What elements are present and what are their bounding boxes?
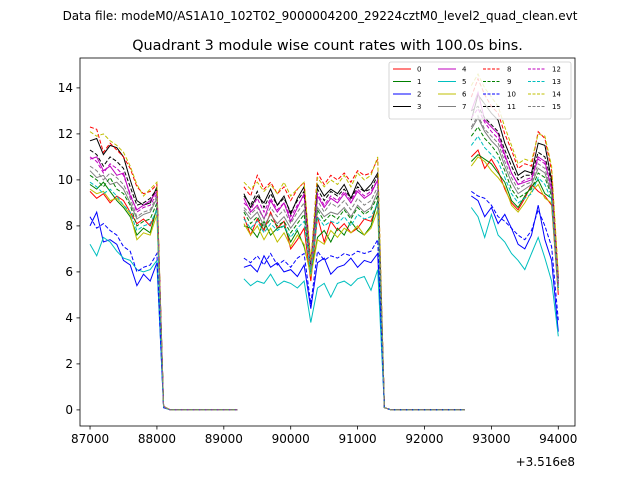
y-tick-label: 10 <box>58 173 73 187</box>
legend-label: 13 <box>552 78 561 86</box>
x-axis: 87000 88000 89000 90000 91000 92000 93000 94000 <box>71 426 577 446</box>
series-15 <box>89 114 559 411</box>
x-tick-label: 88000 <box>138 432 176 446</box>
legend-label: 1 <box>417 78 421 86</box>
series-5-line <box>243 269 465 411</box>
legend-label: 10 <box>507 91 516 99</box>
legend-label: 9 <box>507 78 511 86</box>
axes-frame <box>79 57 576 427</box>
y-axis: 0 2 4 6 8 10 12 14 <box>58 81 80 417</box>
y-tick-label: 2 <box>65 357 73 371</box>
legend-label: 5 <box>462 78 466 86</box>
series-12-line <box>470 107 559 284</box>
chart-title: Quadrant 3 module wise count rates with … <box>132 38 523 54</box>
series-14-line <box>243 156 465 411</box>
series-15-line <box>243 186 465 411</box>
x-tick-label: 89000 <box>205 432 243 446</box>
series-2-line <box>89 210 238 411</box>
series-0-line <box>470 149 559 295</box>
series-3-line <box>89 137 238 411</box>
legend-label: 3 <box>417 103 421 111</box>
x-tick-label: 91000 <box>339 432 377 446</box>
series-9-line <box>89 174 238 411</box>
legend-label: 6 <box>462 91 467 99</box>
legend-label: 7 <box>462 103 466 111</box>
series-7-line <box>470 116 559 286</box>
series-1-line <box>89 181 238 411</box>
legend-label: 11 <box>507 103 516 111</box>
series-7-line <box>89 170 238 411</box>
y-tick-label: 6 <box>65 265 73 279</box>
series-1-line <box>243 200 465 411</box>
series-2-line <box>243 252 465 411</box>
suptitle: Data file: modeM0/AS1A10_102T02_90000042… <box>63 9 578 23</box>
x-tick-label: 94000 <box>539 432 577 446</box>
series-4 <box>89 90 559 411</box>
legend-label: 15 <box>552 103 561 111</box>
series-4-line <box>243 179 465 411</box>
series-6-line <box>89 188 238 411</box>
legend-label: 8 <box>507 66 511 74</box>
y-tick-label: 12 <box>58 127 73 141</box>
series-9-line <box>470 126 559 289</box>
series-5-line <box>470 207 559 337</box>
series-7-line <box>243 191 465 411</box>
series-10-line <box>89 216 238 411</box>
series-0-line <box>89 191 238 411</box>
series-13-line <box>243 202 465 411</box>
legend-label: 14 <box>552 91 561 99</box>
series-3 <box>89 93 559 411</box>
series-15-line <box>89 165 238 411</box>
legend-label: 0 <box>417 66 421 74</box>
y-tick-label: 14 <box>58 81 73 95</box>
legend-label: 4 <box>462 66 467 74</box>
series-14-line <box>89 131 238 411</box>
series-0-line <box>243 202 465 411</box>
x-tick-label: 92000 <box>405 432 443 446</box>
x-tick-label: 93000 <box>472 432 510 446</box>
x-offset-label: +3.516e8 <box>516 455 575 469</box>
x-tick-label: 87000 <box>71 432 109 446</box>
series-10-line <box>471 190 559 321</box>
series-11-line <box>89 149 238 411</box>
series-11-line <box>471 105 559 282</box>
series-6-line <box>243 209 465 411</box>
legend-box <box>388 61 572 120</box>
y-tick-label: 8 <box>65 219 73 233</box>
series-12-line <box>243 178 465 411</box>
series-5-line <box>89 236 238 411</box>
series-10-line <box>243 237 465 411</box>
series-3-line <box>243 171 465 411</box>
series-13-line <box>89 181 238 411</box>
series-13-line <box>470 135 559 291</box>
series-9 <box>89 126 559 411</box>
series-6-line <box>470 156 559 291</box>
series-13 <box>89 135 559 411</box>
series-2-line <box>471 195 559 332</box>
series-1-line <box>470 153 559 286</box>
legend-label: 2 <box>417 91 421 99</box>
legend-label: 12 <box>552 66 561 74</box>
y-tick-label: 0 <box>65 403 73 417</box>
y-tick-label: 4 <box>65 311 73 325</box>
series-15-line <box>470 114 559 286</box>
x-tick-label: 90000 <box>272 432 310 446</box>
series-layer <box>89 73 559 411</box>
